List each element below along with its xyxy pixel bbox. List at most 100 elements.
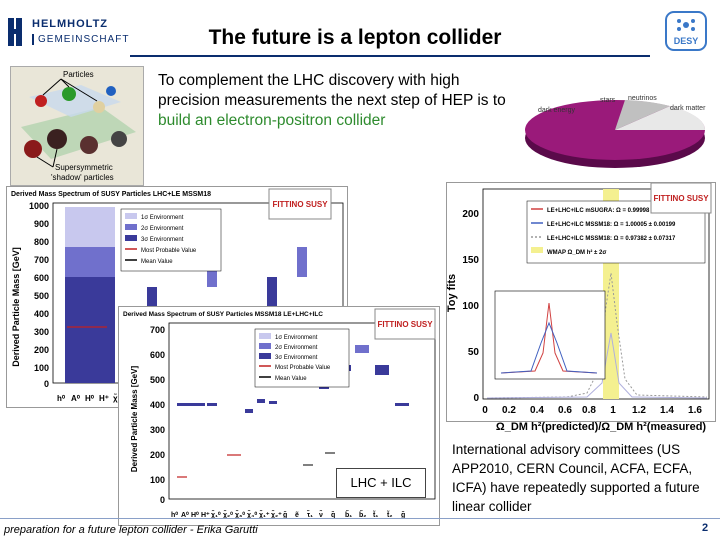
helmholtz-logo: HELMHOLTZ GEMEINSCHAFT [8,12,128,52]
plot2-xtick: H⁺ [201,512,210,519]
particles-illustration: Particles Supersymmetric 'shadow' partic… [10,66,144,186]
plot3-xtick: 0 [482,405,488,416]
plot1-ytick: 1000 [29,201,49,211]
plot2-badge-text: FITTINO SUSY [377,320,433,329]
plot1-ytick: 400 [34,309,49,319]
title-underline [130,55,650,57]
plot1-badge-text: FITTINO SUSY [272,200,328,209]
susy-label-1: Supersymmetric [55,163,113,172]
plot3-badge-text: FITTINO SUSY [653,194,709,203]
pie-label-dark-energy: dark energy [538,107,575,114]
plot2-xtick: χ̃₃⁰ [235,511,245,519]
plot3-ytick: 100 [462,301,479,312]
helmholtz-mark-icon [8,18,22,46]
plot2-xtick: H⁰ [191,511,199,519]
page-number: 2 [702,522,709,534]
plot1-legend: 1σ Environment 2σ Environment 3σ Environ… [120,208,222,272]
plot2-xtick: χ̃₂⁺ [271,511,282,519]
plot2-ytick: 700 [150,325,165,335]
plot1-xtick: A⁰ [71,394,81,403]
universe-composition-pie: stars neutrinos dark matter dark energy [520,88,715,173]
plot1-ytick: 100 [34,363,49,373]
plot1-ytick: 900 [34,219,49,229]
footer-divider [0,518,720,519]
advisory-text: International advisory committees (US AP… [452,442,700,514]
logo-line2: GEMEINSCHAFT [32,34,129,45]
plot3-xtick: 1.6 [688,405,702,416]
plot1-legend-item: 2σ Environment [141,226,184,232]
plot2-legend-item: 2σ Environment [275,345,318,351]
plot1-legend-item: 1σ Environment [141,215,184,221]
plot2-legend-item: 1σ Environment [275,335,318,341]
plot3-ytick: 150 [462,255,479,266]
plot3-curve-mssm18 [486,332,708,399]
toy-fits-plot: Toy fits 200 150 100 50 0 LE+LHC+ILC mSU… [446,182,716,422]
plot3-xlabel: Ω_DM h²(predicted)/Ω_DM h²(measured) [495,421,707,433]
plot2-ytick: 300 [150,425,165,435]
plot3-ytick: 200 [462,209,479,220]
plot3-inset-curve-mssm18 [500,321,598,374]
slide-title: The future is a lepton collider [208,26,502,49]
mass-spectrum-plot-lhc-ilc: Derived Mass Spectrum of SUSY Particles … [118,306,440,526]
plot1-bands [65,207,307,383]
plot2-legend-item: Most Probable Value [275,365,331,371]
plot3-inset-curve-msugra [500,302,598,374]
plot3-xtick: 1.4 [660,405,674,416]
plot2-ytick: 100 [150,475,165,485]
plot1-xtick: H⁺ [99,394,109,403]
plot3-xtick: 0.2 [502,405,516,416]
plot1-ytick: 0 [44,379,49,389]
plot2-ytick: 600 [150,350,165,360]
plot3-yticks: 200 150 100 50 0 [462,209,479,404]
intro-text-black: To complement the LHC discovery with hig… [158,72,506,109]
plot3-inset [494,290,606,380]
plot1-fittino-badge: FITTINO SUSY [268,188,332,220]
plot3-ytick: 50 [468,347,480,358]
plot2-ytick: 400 [150,400,165,410]
susy-label-2: 'shadow' particles [51,173,114,182]
plot3-legend-item: LE+LHC+ILC MSSM18: Ω = 1.00005 ± 0.00199 [547,222,676,228]
pie-label-stars: stars [600,97,616,104]
lhc-ilc-callout: LHC + ILC [336,468,426,498]
plot3-legend-item: LE+LHC+ILC MSSM18: Ω = 0.97382 ± 0.07317 [547,236,676,242]
desy-logo-text: DESY [674,36,699,46]
plot3-legend: LE+LHC+ILC mSUGRA: Ω = 0.99998 ± 0.00070… [526,200,706,264]
plot2-xtick: ν̃ [319,511,323,519]
plot1-xticks: h⁰ A⁰ H⁰ H⁺ χ̃₁⁰ [57,394,125,403]
plot3-xtick: 1 [610,405,616,416]
plot3-ytick: 0 [473,393,479,404]
plot1-ytick: 600 [34,273,49,283]
logo-line1: HELMHOLTZ [32,18,109,30]
plot1-yticks: 1000 900 800 700 600 500 400 300 200 100… [29,201,49,389]
plot2-fittino-badge: FITTINO SUSY [374,308,436,340]
plot1-legend-item: Most Probable Value [141,248,197,254]
plot3-ylabel: Toy fits [447,274,458,312]
plot1-xtick: h⁰ [57,394,66,403]
plot2-xtick: χ̃₁⁺ [259,511,270,519]
plot2-xtick: h⁰ [171,511,178,519]
plot2-xtick: q̃ [331,512,335,519]
plot2-xticks: h⁰ A⁰ H⁰ H⁺ χ̃₁⁰ χ̃₂⁰ χ̃₃⁰ χ̃₄⁰ χ̃₁⁺ χ̃₂… [171,511,405,519]
plot3-curve-mssm18-wide [486,272,708,399]
desy-logo-icon: DESY [665,11,707,51]
plot3-xtick: 0.6 [558,405,572,416]
plot3-xtick: 1.2 [632,405,646,416]
plot3-xtick: 0.4 [530,405,544,416]
plot2-ytick: 0 [160,495,165,505]
plot2-legend-item: Mean Value [275,376,307,382]
plot1-ytick: 800 [34,237,49,247]
plot1-ytick: 300 [34,327,49,337]
plot1-title: Derived Mass Spectrum of SUSY Particles … [11,191,211,198]
plot2-xtick: χ̃₁⁰ [211,511,221,519]
plot2-xtick: g̃ [401,512,405,519]
pie-label-dark-matter: dark matter [670,105,706,112]
plot3-legend-item: LE+LHC+ILC mSUGRA: Ω = 0.99998 ± 0.00070 [547,208,678,214]
plot2-xtick: χ̃₂⁰ [223,511,233,519]
particles-label: Particles [63,70,94,79]
plot1-ylabel: Derived Particle Mass [GeV] [11,247,21,367]
plot2-xtick: t̃₁ [372,511,378,519]
plot1-legend-item: 3σ Environment [141,237,184,243]
plot2-xtick: t̃₂ [386,511,392,519]
plot2-ytick: 500 [150,375,165,385]
plot2-legend: 1σ Environment 2σ Environment 3σ Environ… [254,328,350,388]
